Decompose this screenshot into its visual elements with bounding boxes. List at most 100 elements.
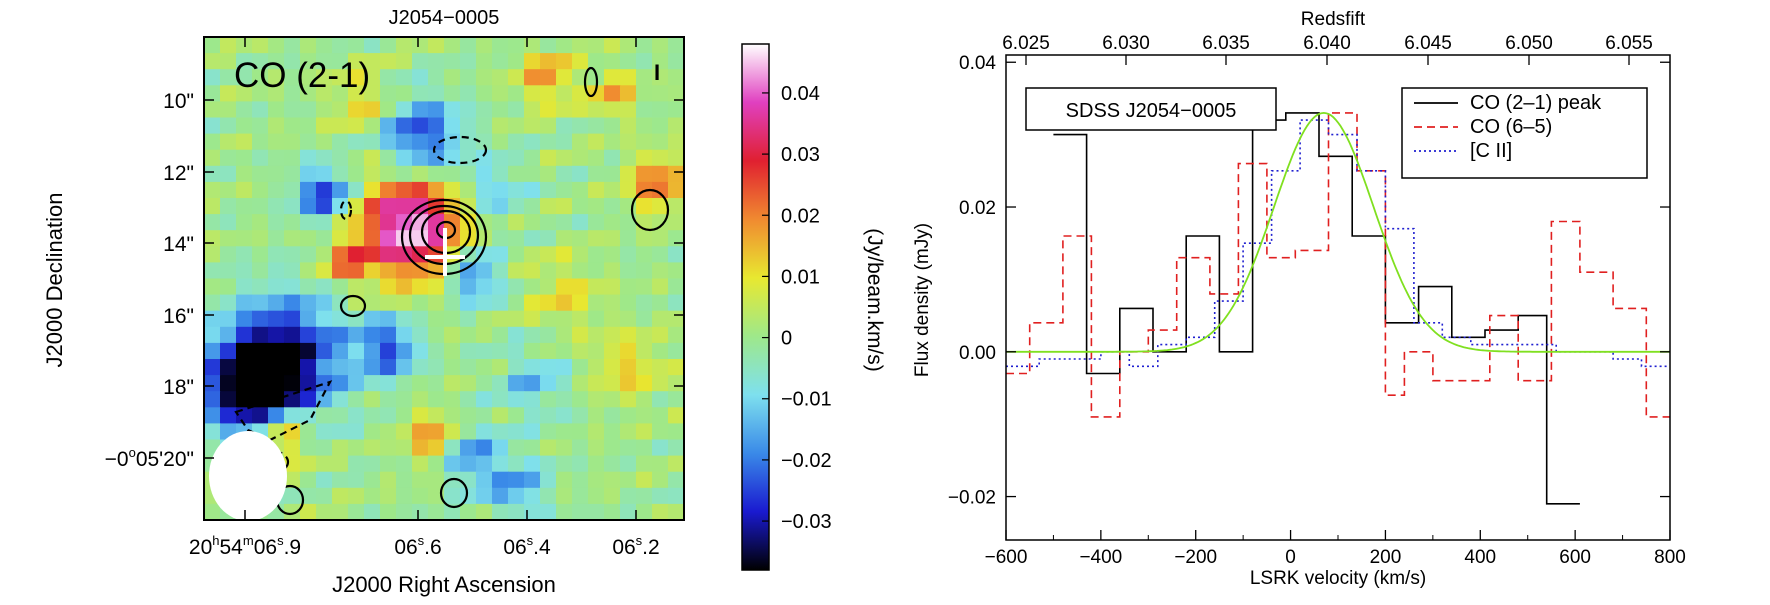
map-pixel bbox=[556, 471, 573, 489]
map-pixel bbox=[668, 181, 685, 199]
map-pixel bbox=[348, 278, 365, 296]
map-pixel bbox=[668, 455, 685, 473]
map-pixel bbox=[636, 407, 653, 424]
map-pixel bbox=[284, 342, 301, 360]
map-pixel bbox=[396, 326, 413, 344]
map-pixel bbox=[332, 262, 349, 280]
map-pixel bbox=[412, 165, 429, 183]
map-pixel bbox=[604, 117, 621, 135]
map-pixel bbox=[508, 181, 525, 199]
map-pixel bbox=[556, 359, 573, 376]
map-pixel bbox=[556, 101, 573, 119]
map-pixel bbox=[316, 53, 333, 70]
map-pixel bbox=[540, 407, 557, 424]
map-pixel bbox=[508, 455, 525, 473]
map-pixel bbox=[572, 101, 589, 119]
map-pixel bbox=[268, 310, 285, 328]
map-pixel bbox=[412, 391, 429, 408]
map-pixel bbox=[204, 53, 221, 70]
map-pixel bbox=[572, 117, 589, 135]
map-pixel bbox=[316, 246, 333, 263]
map-pixel bbox=[604, 262, 621, 280]
map-pixel bbox=[284, 487, 301, 505]
map-pixel bbox=[668, 487, 685, 505]
map-pixel bbox=[508, 230, 525, 247]
map-pixel bbox=[476, 342, 493, 360]
map-pixel bbox=[588, 181, 605, 199]
map-pixel bbox=[428, 69, 445, 86]
map-pixel bbox=[620, 246, 637, 263]
map-pixel bbox=[460, 85, 477, 102]
map-pixel bbox=[316, 69, 333, 86]
map-pixel bbox=[412, 117, 429, 135]
map-pixel bbox=[460, 165, 477, 183]
map-pixel bbox=[284, 294, 301, 312]
map-pixel bbox=[652, 471, 669, 489]
map-pixel bbox=[332, 439, 349, 457]
map-pixel bbox=[636, 471, 653, 489]
map-pixel bbox=[636, 359, 653, 376]
map-pixel bbox=[620, 53, 637, 70]
map-pixel bbox=[636, 503, 653, 521]
map-pixel bbox=[556, 181, 573, 199]
map-pixel bbox=[236, 407, 253, 424]
spectrum-ytick-label: 0.00 bbox=[959, 343, 996, 364]
map-xtick-label: 06s.2 bbox=[612, 533, 659, 559]
map-pixel bbox=[588, 423, 605, 441]
map-pixel bbox=[668, 133, 685, 151]
map-pixel bbox=[652, 149, 669, 167]
map-pixel bbox=[604, 310, 621, 328]
map-pixel bbox=[396, 278, 413, 296]
map-pixel bbox=[540, 278, 557, 296]
map-pixel bbox=[380, 165, 397, 183]
map-pixel bbox=[476, 165, 493, 183]
map-pixel bbox=[668, 310, 685, 328]
spectrum-ytick-label: −0.02 bbox=[948, 488, 996, 509]
map-pixel bbox=[444, 487, 461, 505]
map-pixel bbox=[396, 375, 413, 392]
map-pixel bbox=[252, 101, 269, 119]
contour-positive bbox=[630, 188, 670, 232]
map-pixel bbox=[572, 375, 589, 392]
map-pixel bbox=[540, 214, 557, 231]
map-pixel bbox=[668, 407, 685, 424]
map-pixel bbox=[620, 471, 637, 489]
map-pixel bbox=[492, 278, 509, 296]
spectrum-xtick-label: −400 bbox=[1079, 547, 1122, 568]
map-pixel bbox=[588, 326, 605, 344]
map-pixel bbox=[204, 423, 221, 441]
map-pixel bbox=[668, 101, 685, 119]
map-pixel bbox=[636, 37, 653, 54]
map-pixel bbox=[396, 439, 413, 457]
map-pixel bbox=[316, 342, 333, 360]
map-pixel bbox=[316, 181, 333, 199]
spectrum-top-tick-label: 6.045 bbox=[1404, 33, 1452, 54]
map-pixel bbox=[396, 407, 413, 424]
map-pixel bbox=[476, 149, 493, 167]
map-pixel bbox=[524, 69, 541, 86]
map-pixel bbox=[588, 117, 605, 135]
map-pixel bbox=[316, 133, 333, 151]
map-pixel bbox=[540, 230, 557, 247]
map-pixel bbox=[348, 391, 365, 408]
map-pixel bbox=[412, 487, 429, 505]
map-pixel bbox=[476, 391, 493, 408]
map-pixel bbox=[444, 117, 461, 135]
map-pixel bbox=[284, 262, 301, 280]
map-pixel bbox=[556, 165, 573, 183]
map-pixel bbox=[668, 198, 685, 215]
spectrum-series bbox=[1006, 111, 1670, 505]
map-pixel bbox=[524, 181, 541, 199]
map-pixel bbox=[588, 391, 605, 408]
colorbar-ticks: 0.04 0.03 0.02 0.01 0 −0.01 −0.02 −0.03 bbox=[762, 83, 832, 533]
map-pixel bbox=[508, 439, 525, 457]
map-pixel bbox=[396, 165, 413, 183]
map-pixel bbox=[572, 278, 589, 296]
map-pixel bbox=[652, 101, 669, 119]
map-pixel bbox=[348, 342, 365, 360]
map-pixel bbox=[348, 487, 365, 505]
map-pixel bbox=[524, 262, 541, 280]
map-pixel bbox=[572, 471, 589, 489]
map-pixel bbox=[556, 423, 573, 441]
